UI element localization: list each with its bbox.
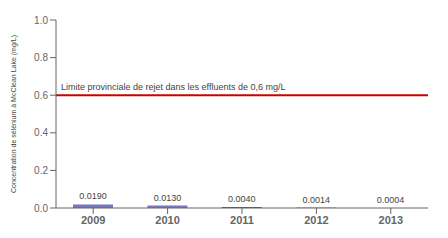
svg-text:0.8: 0.8 <box>34 52 48 63</box>
svg-text:0.0190: 0.0190 <box>79 191 107 201</box>
svg-text:1.0: 1.0 <box>34 15 48 26</box>
svg-text:0.2: 0.2 <box>34 165 48 176</box>
svg-text:0.0: 0.0 <box>34 203 48 214</box>
svg-text:2012: 2012 <box>304 214 328 226</box>
svg-text:2013: 2013 <box>379 214 403 226</box>
svg-text:0.0014: 0.0014 <box>302 195 330 205</box>
svg-text:Concentration de sélénium à Mc: Concentration de sélénium à McClean Lake… <box>10 35 18 193</box>
svg-text:2009: 2009 <box>81 214 105 226</box>
svg-text:Limite provinciale de rejet da: Limite provinciale de rejet dans les eff… <box>61 82 285 92</box>
svg-text:0.0130: 0.0130 <box>154 193 182 203</box>
svg-text:2011: 2011 <box>230 214 254 226</box>
svg-text:0.0040: 0.0040 <box>228 194 256 204</box>
svg-text:0.0004: 0.0004 <box>377 195 405 205</box>
svg-text:0.4: 0.4 <box>34 127 48 138</box>
svg-text:0.6: 0.6 <box>34 90 48 101</box>
svg-text:2010: 2010 <box>155 214 179 226</box>
